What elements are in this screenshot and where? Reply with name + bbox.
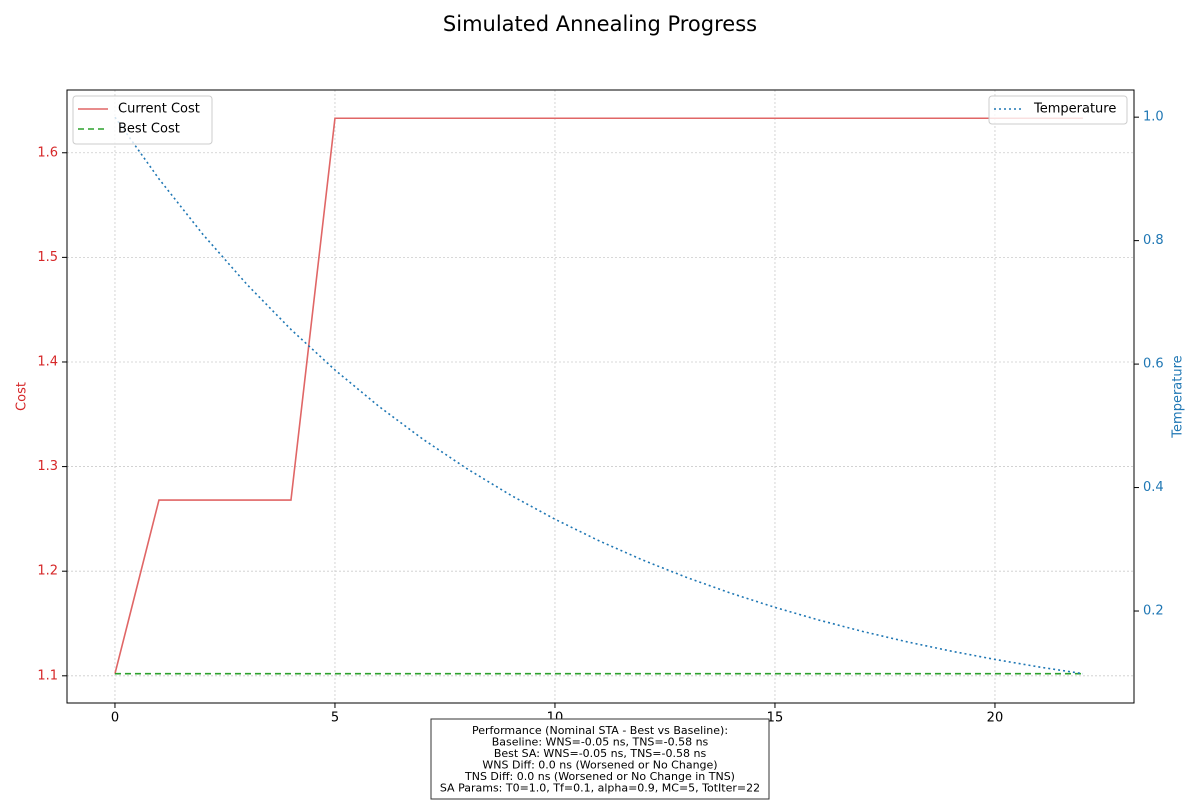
- y2-tick-label: 0.6: [1143, 357, 1164, 372]
- series-line: [114, 116, 1084, 675]
- y2-tick-label: 0.2: [1143, 604, 1164, 619]
- annotation-line: TNS Diff: 0.0 ns (Worsened or No Change …: [464, 770, 735, 783]
- y2-tick-label: 1.0: [1143, 110, 1164, 125]
- annotation-line: WNS Diff: 0.0 ns (Worsened or No Change): [482, 759, 717, 772]
- x-tick-label: 20: [987, 711, 1004, 726]
- y-axis-label: Cost: [15, 382, 30, 411]
- legend-label: Temperature: [1033, 102, 1116, 117]
- y-tick-label: 1.4: [37, 354, 58, 369]
- y2-tick-label: 0.4: [1143, 480, 1164, 495]
- y-tick-label: 1.1: [37, 668, 58, 683]
- chart-title: Simulated Annealing Progress: [443, 12, 757, 36]
- y-tick-label: 1.6: [37, 145, 58, 160]
- x-tick-label: 5: [331, 711, 339, 726]
- y-tick-label: 1.3: [37, 459, 58, 474]
- annotation-box: [430, 718, 770, 800]
- y2-axis-label: Temperature: [1171, 355, 1186, 438]
- plot-frame: [66, 89, 1135, 704]
- y-tick-label: 1.5: [37, 250, 58, 265]
- x-tick-label: 15: [767, 711, 784, 726]
- x-tick-label: 0: [111, 711, 119, 726]
- y2-tick-label: 0.8: [1143, 233, 1164, 248]
- y-tick-label: 1.2: [37, 564, 58, 579]
- annotation-line: SA Params: T0=1.0, Tf=0.1, alpha=0.9, MC…: [440, 782, 760, 795]
- legend-label: Best Cost: [118, 122, 180, 137]
- annotation-line: Baseline: WNS=-0.05 ns, TNS=-0.58 ns: [492, 736, 709, 749]
- annotation-line: Best SA: WNS=-0.05 ns, TNS=-0.58 ns: [494, 747, 707, 760]
- legend-box: [72, 95, 213, 145]
- legend-label: Current Cost: [118, 102, 200, 117]
- annotation-line: Performance (Nominal STA - Best vs Basel…: [472, 724, 728, 737]
- series-line: [114, 117, 1083, 674]
- legend-box: [988, 95, 1128, 125]
